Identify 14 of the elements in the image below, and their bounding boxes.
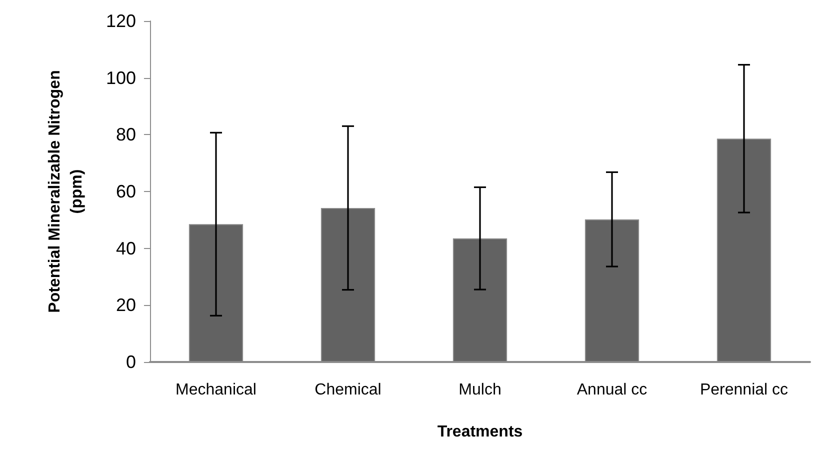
x-tick-label: Mulch — [458, 382, 502, 398]
x-tick-label: Chemical — [314, 382, 382, 398]
y-tick-label: 60 — [116, 182, 136, 202]
y-tick-label: 0 — [126, 352, 136, 372]
x-tick-label: Perennial cc — [700, 382, 788, 398]
y-tick-label: 120 — [106, 11, 136, 31]
y-tick-label: 80 — [116, 124, 136, 145]
y-tick-label: 40 — [116, 238, 136, 258]
y-axis-title: Potential Mineralizable Nitrogen (ppm) — [46, 70, 86, 313]
x-tick-label: Mechanical — [176, 382, 256, 398]
y-tick-label: 100 — [106, 68, 136, 88]
y-tick-label: 20 — [116, 295, 136, 316]
x-tick-label: Annual cc — [576, 382, 648, 398]
x-axis-title: Treatments — [437, 424, 523, 440]
